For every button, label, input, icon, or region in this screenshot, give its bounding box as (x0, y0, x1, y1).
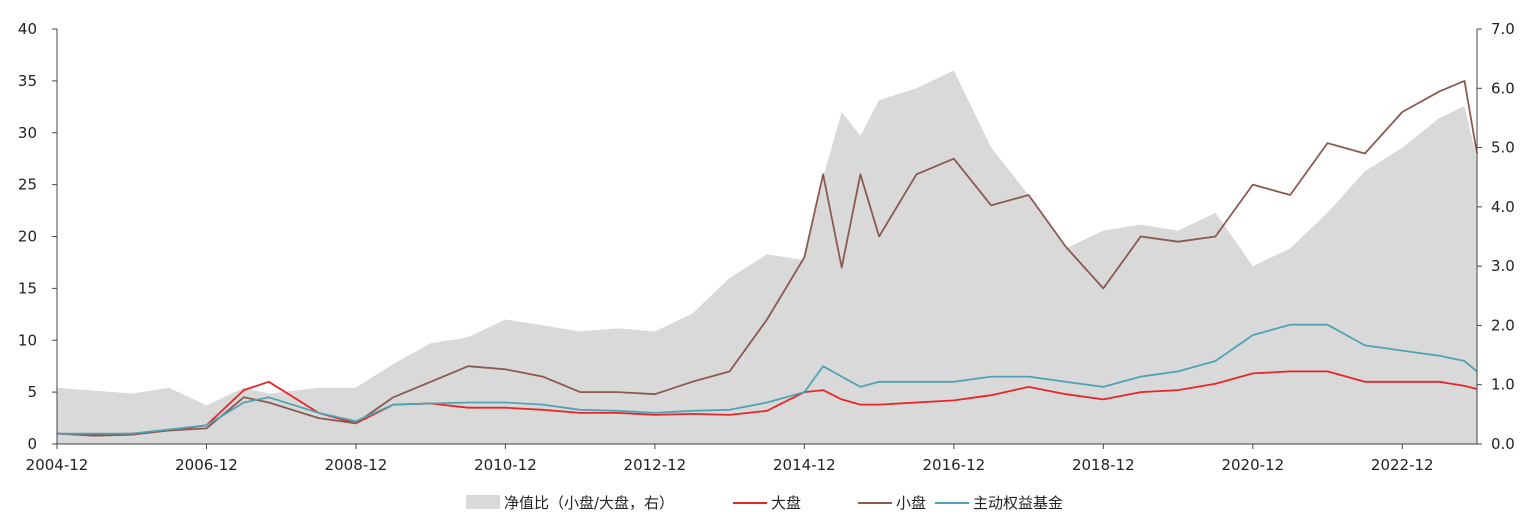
legend-swatch-area (466, 495, 500, 509)
right-y-tick-label: 7.0 (1491, 20, 1515, 38)
right-y-tick-label: 3.0 (1491, 257, 1515, 275)
x-tick-label: 2008-12 (325, 456, 388, 474)
right-y-tick-label: 2.0 (1491, 316, 1515, 334)
left-y-tick-label: 20 (18, 228, 37, 246)
left-y-tick-label: 10 (18, 331, 37, 349)
x-tick-label: 2016-12 (922, 456, 985, 474)
series-line-1 (56, 370, 1478, 436)
right-y-tick-label: 0.0 (1491, 435, 1515, 453)
x-tick-label: 2012-12 (624, 456, 687, 474)
left-y-tick-label: 30 (18, 124, 37, 142)
right-y-tick-label: 1.0 (1491, 376, 1515, 394)
x-tick-label: 2022-12 (1371, 456, 1434, 474)
left-y-tick-label: 15 (18, 279, 37, 297)
left-y-tick-label: 35 (18, 72, 37, 90)
right-y-tick-label: 6.0 (1491, 79, 1515, 97)
left-y-tick-label: 40 (18, 20, 37, 38)
x-tick-label: 2004-12 (26, 456, 89, 474)
x-tick-label: 2010-12 (474, 456, 537, 474)
legend-label: 大盘 (771, 494, 801, 512)
left-y-tick-label: 5 (27, 383, 37, 401)
series-line-3 (57, 323, 1478, 435)
legend-label: 净值比（小盘/大盘，右） (504, 494, 674, 512)
legend: 净值比（小盘/大盘，右） 大盘 小盘 主动权益基金 (466, 494, 1063, 512)
series-line-2 (56, 80, 1478, 437)
x-tick-label: 2014-12 (773, 456, 836, 474)
left-y-tick-label: 25 (18, 176, 37, 194)
x-tick-label: 2006-12 (175, 456, 238, 474)
right-y-tick-label: 5.0 (1491, 139, 1515, 157)
area-layer (57, 70, 1477, 444)
line-layer (56, 80, 1478, 437)
legend-label: 主动权益基金 (973, 494, 1063, 512)
left-y-tick-label: 0 (27, 435, 37, 453)
tick-layer: 0 5 10 15 20 25 30 35 40 0.0 1.0 2.0 3.0 4.0 5.0 6.0 7.0… (18, 20, 1515, 474)
legend-label: 小盘 (896, 494, 926, 512)
right-y-tick-label: 4.0 (1491, 198, 1515, 216)
series-area-net-value-ratio (57, 70, 1477, 444)
x-tick-label: 2020-12 (1221, 456, 1284, 474)
x-tick-label: 2018-12 (1072, 456, 1135, 474)
